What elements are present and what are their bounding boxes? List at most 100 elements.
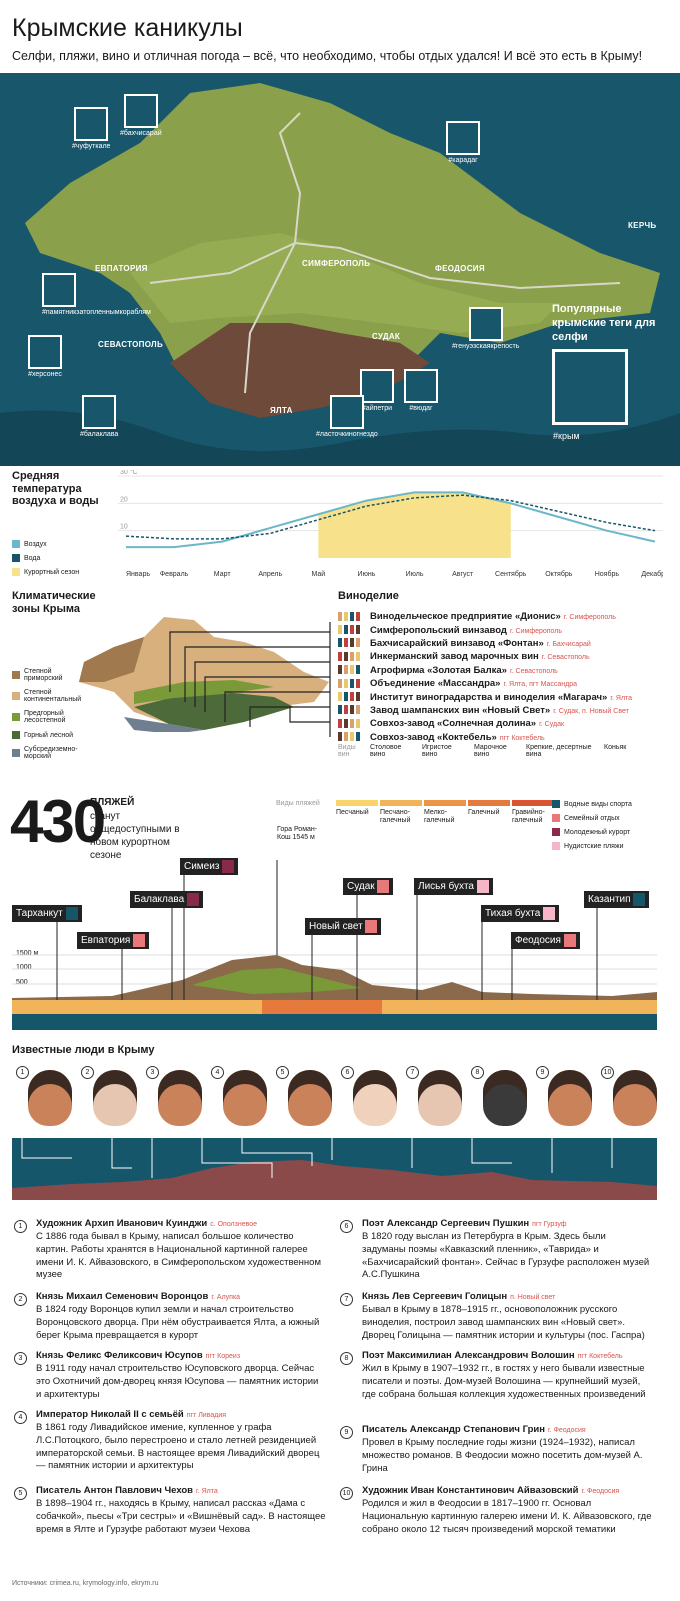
person-number: 6 (340, 1220, 353, 1233)
climate-title: Климатические зоны Крыма (12, 590, 96, 615)
person-name: Князь Феликс Феликсович Юсупов (36, 1350, 203, 1361)
person-location: г. Феодосия (581, 1488, 620, 1495)
beach-feature-0: Водные виды спорта (552, 800, 632, 808)
beach-type-1: Песчано-галечный (380, 800, 422, 826)
tag-karadag: #карадаг (446, 121, 480, 164)
wine-bottle-icon (356, 705, 360, 715)
wine-bottle-icon (338, 718, 342, 728)
winery-name: Завод шампанских вин «Новый Свет» (370, 704, 551, 716)
winery-row: Бахчисарайский винзавод «Фонтан» г. Бахчи… (338, 637, 632, 650)
winery-row: Институт виноградарства и виноделия «Маг… (338, 690, 632, 703)
person-number: 3 (146, 1066, 159, 1079)
winery-row: Совхоз-завод «Солнечная долина» г. Судак (338, 717, 632, 730)
wine-bottle-icon (344, 651, 348, 661)
winery-row: Винодельческое предприятие «Дионис» г. Си… (338, 610, 632, 623)
legend-sparkling-wine: Игристое вино (422, 744, 452, 758)
chersonesos-icon (28, 335, 62, 369)
tag-swallow-nest: #ласточкиногнездо (316, 395, 378, 438)
season-area (318, 492, 511, 558)
month-label: Август (452, 571, 474, 578)
month-label: Март (214, 571, 232, 578)
person-entry: Император Николай II с семьёй пгт Ливадия… (36, 1409, 326, 1473)
place-marker-icon (186, 893, 199, 906)
tag-aipetri: #айпетри (360, 369, 394, 412)
wine-bottle-icon (344, 625, 348, 635)
climate-zone-0: Степной приморский (12, 668, 82, 682)
person-number: 10 (340, 1487, 353, 1500)
wine-legend: Виды вин Столовое вино Игристое вино Мар… (338, 744, 627, 758)
person-text: В 1824 году Воронцов купил земли и начал… (36, 1304, 320, 1341)
place-marker-icon (563, 934, 576, 947)
wine-bottle-icon (356, 651, 360, 661)
person-number: 2 (14, 1293, 27, 1306)
winery-location: г. Ялта, пгт Массандра (503, 681, 578, 689)
place-marker-icon (543, 907, 556, 920)
person-name: Князь Лев Сергеевич Голицын (362, 1291, 508, 1302)
chufutkale-icon (74, 107, 109, 141)
ayudag-icon (404, 369, 438, 403)
beach-place-8: Феодосия (511, 932, 580, 949)
person-entry: Князь Феликс Феликсович Юсупов пгт Кореиз… (36, 1350, 326, 1401)
person-text: В 1820 году выслан из Петербурга в Крым.… (362, 1231, 650, 1281)
person-number: 5 (276, 1066, 289, 1079)
wine-bottle-icon (350, 732, 354, 742)
beach-place-3: Симеиз (180, 858, 239, 875)
month-label: Сентябрь (495, 570, 527, 578)
portrait-icon (548, 1070, 592, 1126)
person-text: В 1861 году Ливадийское имение, купленно… (36, 1422, 320, 1472)
climate-legend: Степной приморский Степной континентальны… (12, 668, 82, 760)
portrait-icon (158, 1070, 202, 1126)
person-text: Бывал в Крыму в 1878–1915 гг., основопол… (362, 1304, 645, 1341)
winery-location: пгт Коктебель (499, 734, 545, 742)
wine-bottle-icon (350, 638, 354, 648)
wine-bottle-icon (356, 665, 360, 675)
place-marker-icon (377, 880, 390, 893)
beach-place-7: Тихая бухта (481, 905, 560, 922)
person-location: пгт Ливадия (186, 1412, 227, 1419)
person-name: Князь Михаил Семенович Воронцов (36, 1291, 209, 1302)
person-location: пгт Кореиз (205, 1353, 241, 1360)
climate-zone-4: Субсредиземно-морский (12, 746, 82, 760)
wine-bottle-icon (338, 705, 342, 715)
city-yalta: ЯЛТА (270, 406, 293, 415)
winery-name: Симферопольский винзавод (370, 624, 507, 636)
month-label: Июнь (358, 571, 376, 578)
wine-bottle-icon (350, 705, 354, 715)
tag-chufutkale: #чуфуткале (72, 107, 110, 150)
beach-text: станут общедоступными в новом курортном … (90, 811, 180, 861)
city-sudak: СУДАК (372, 332, 401, 341)
person-location: г. Ялта (196, 1488, 218, 1495)
height-500: 500 (16, 979, 28, 986)
people-title: Известные люди в Крыму (12, 1044, 155, 1056)
winery-row: Инкерманский завод марочных вин г. Севаст… (338, 650, 632, 663)
winery-name: Совхоз-завод «Коктебель» (370, 731, 497, 743)
winery-row: Объединение «Массандра» г. Ялта, пгт Масс… (338, 677, 632, 690)
wine-bottle-icon (344, 718, 348, 728)
wine-bottle-icon (338, 625, 342, 635)
beach-place-5: Судак (343, 878, 394, 895)
wine-bottle-icon (356, 732, 360, 742)
city-kerch: КЕРЧЬ (628, 221, 657, 230)
person-text: С 1886 года бывал в Крыму, написал больш… (36, 1231, 321, 1281)
wine-bottle-icon (350, 665, 354, 675)
beach-count: 430 (10, 788, 106, 855)
person-entry: Художник Иван Константинович Айвазовский… (362, 1485, 652, 1536)
winery-name: Агрофирма «Золотая Балка» (370, 664, 507, 676)
place-marker-icon (222, 860, 235, 873)
air-line (126, 491, 656, 549)
climate-zone-3: Горный лесной (12, 731, 82, 739)
person-name: Писатель Александр Степанович Грин (362, 1424, 545, 1435)
city-feodosia: ФЕОДОСИЯ (435, 264, 485, 273)
person-number: 3 (14, 1352, 27, 1365)
tag-monument: #памятникзатопленнымкораблям (42, 273, 151, 316)
person-location: пгт Гурзуф (532, 1221, 567, 1228)
person-text: В 1911 году начал строительство Юсуповск… (36, 1363, 319, 1400)
winery-name: Инкерманский завод марочных вин (370, 651, 539, 663)
person-location: г. Алупка (211, 1294, 241, 1301)
wine-bottle-icon (350, 678, 354, 688)
popular-tag: #крым (553, 431, 580, 441)
person-number: 6 (341, 1066, 354, 1079)
wine-bottle-icon (344, 692, 348, 702)
wine-bottle-icon (344, 665, 348, 675)
person-location: пгт Коктебель (577, 1353, 623, 1360)
